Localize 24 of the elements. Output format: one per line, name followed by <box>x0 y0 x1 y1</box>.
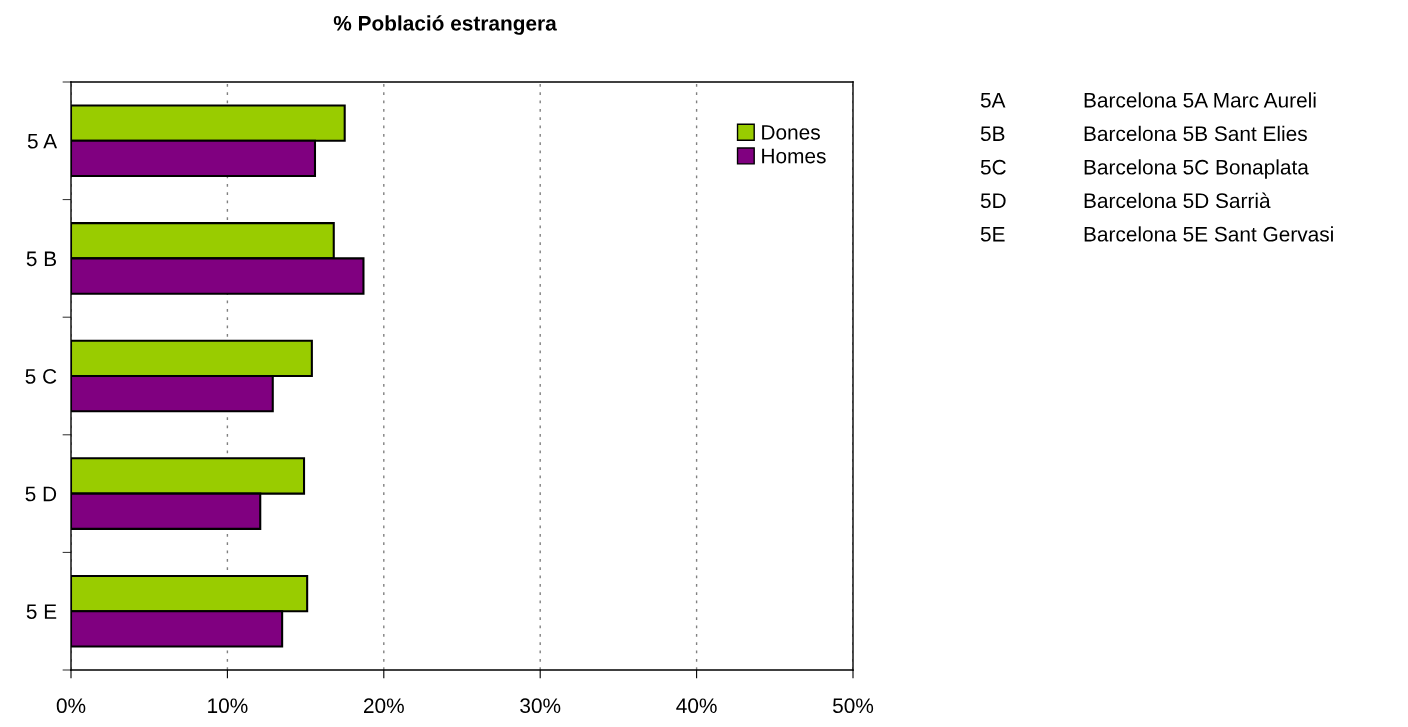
y-tick-label: 5 B <box>26 251 57 267</box>
x-tick-label: 30% <box>520 698 561 714</box>
text: Barcelona 5D Sarrià <box>1084 192 1271 209</box>
text: Barcelona 5B Sant Elies <box>1084 125 1307 142</box>
x-tick-label: 10% <box>208 698 248 714</box>
text: 5E <box>980 227 1005 242</box>
text: Barcelona 5C Bonaplata <box>1084 159 1309 179</box>
y-tick-label: 5 E <box>26 604 57 619</box>
legend-label: Dones <box>762 125 820 140</box>
y-tick-label: 5 A <box>27 134 58 149</box>
text: 5C <box>980 159 1006 175</box>
y-tick-label: 5 D <box>25 486 57 502</box>
x-tick-label: 20% <box>364 698 404 714</box>
text: 5B <box>980 126 1005 142</box>
text: Barcelona 5A Marc Aureli <box>1084 92 1316 108</box>
legend-label: Homes <box>762 148 826 164</box>
text: 5A <box>980 93 1006 108</box>
text: 5D <box>980 193 1006 209</box>
x-tick-label: 40% <box>676 698 717 714</box>
chart-title: % Població estrangera <box>333 15 557 35</box>
y-tick-label: 5 C <box>25 369 57 384</box>
x-tick-label: 50% <box>832 698 874 714</box>
text: Barcelona 5E Sant Gervasi <box>1084 226 1333 242</box>
x-tick-label: 0% <box>56 698 86 714</box>
